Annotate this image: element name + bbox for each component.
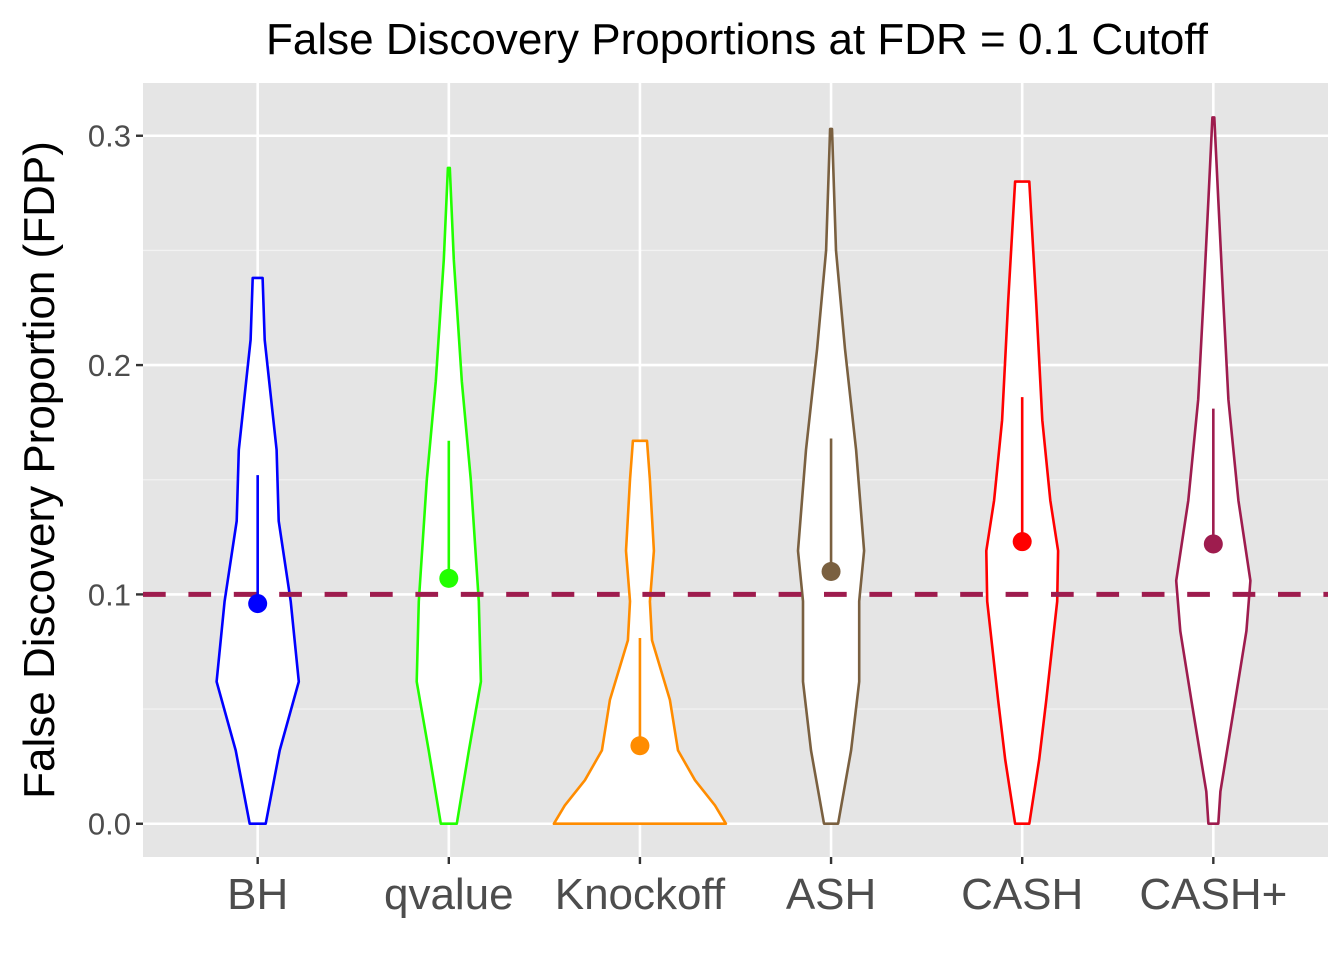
x-tick-label: qvalue bbox=[384, 870, 514, 919]
y-tick-label: 0.3 bbox=[88, 119, 131, 154]
violin-knockoff bbox=[552, 439, 728, 825]
point-knockoff bbox=[630, 736, 650, 756]
x-axis: BH qvalue Knockoff ASH CASH CASH+ bbox=[227, 857, 1287, 919]
chart-title: False Discovery Proportions at FDR = 0.1… bbox=[266, 15, 1209, 64]
y-tick-label: 0.1 bbox=[88, 577, 131, 612]
x-tick-label: CASH bbox=[961, 870, 1083, 919]
y-axis-label: False Discovery Proportion (FDP) bbox=[15, 141, 64, 799]
y-axis: 0.0 0.1 0.2 0.3 bbox=[88, 119, 143, 842]
x-tick-label: BH bbox=[227, 870, 288, 919]
plot-panel bbox=[143, 83, 1328, 857]
point-bh bbox=[248, 594, 268, 614]
x-tick-label: Knockoff bbox=[555, 870, 726, 919]
x-tick-label: ASH bbox=[786, 870, 876, 919]
point-cash bbox=[1012, 532, 1032, 552]
point-ash bbox=[821, 561, 841, 581]
y-tick-label: 0.2 bbox=[88, 348, 131, 383]
y-tick-label: 0.0 bbox=[88, 807, 131, 842]
point-cash-plus bbox=[1203, 534, 1223, 554]
point-ranges bbox=[248, 397, 1223, 756]
point-qvalue bbox=[439, 568, 459, 588]
x-tick-label: CASH+ bbox=[1139, 870, 1287, 919]
